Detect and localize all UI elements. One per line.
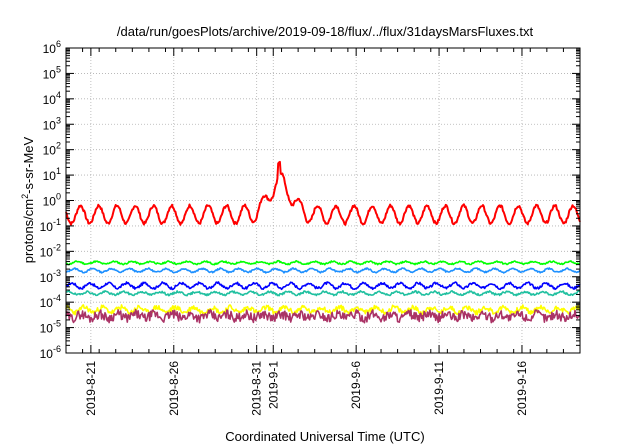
y-tick-label: 105: [43, 64, 61, 81]
y-axis-label-post: -s-sr-MeV: [21, 136, 36, 193]
y-tick-label: 10-3: [40, 268, 61, 285]
series-line: [65, 259, 581, 266]
series-line: [65, 289, 581, 297]
y-tick-label-base: 10: [43, 195, 57, 209]
plot-frame: [65, 47, 581, 354]
y-axis: 10-610-510-410-310-210-11001011021031041…: [40, 39, 580, 361]
y-tick-label: 102: [43, 141, 61, 158]
x-axis-label: Coordinated Universal Time (UTC): [225, 429, 424, 444]
series-line: [65, 281, 581, 291]
series-line: [65, 267, 581, 274]
y-tick-label-base: 10: [40, 296, 54, 310]
y-tick-label: 10-1: [40, 217, 61, 234]
grid-lines: [66, 48, 580, 353]
chart-title: /data/run/goesPlots/archive/2019-09-18/f…: [117, 24, 534, 39]
y-tick-label-base: 10: [43, 144, 57, 158]
y-tick-label-base: 10: [40, 220, 54, 234]
y-tick-label: 103: [43, 115, 61, 132]
series-line: [65, 308, 581, 324]
y-tick-label-exponent: -4: [53, 293, 61, 303]
x-tick-label: 2019-9-6: [349, 361, 363, 409]
y-tick-label-exponent: 6: [56, 39, 61, 49]
y-tick-label-base: 10: [43, 169, 57, 183]
y-tick-label-exponent: 5: [56, 64, 61, 74]
y-tick-label: 10-2: [40, 242, 61, 259]
y-tick-label-exponent: -2: [53, 242, 61, 252]
y-tick-label-base: 10: [40, 245, 54, 259]
y-tick-label: 101: [43, 166, 61, 183]
y-tick-label: 10-5: [40, 319, 61, 336]
y-tick-label: 104: [43, 90, 61, 107]
y-tick-label-exponent: -3: [53, 268, 61, 278]
y-tick-label-exponent: 1: [56, 166, 61, 176]
y-tick-label: 10-6: [40, 344, 61, 361]
x-tick-label: 2019-9-11: [432, 361, 446, 415]
y-axis-label-pre: protons/cm: [21, 199, 36, 263]
y-tick-label: 10-4: [40, 293, 61, 310]
x-tick-label: 2019-8-26: [167, 361, 181, 416]
y-tick-label-base: 10: [43, 42, 57, 56]
y-tick-label-exponent: -6: [53, 344, 61, 354]
y-tick-label: 100: [43, 192, 61, 209]
y-tick-label-exponent: 4: [56, 90, 61, 100]
y-tick-label-exponent: -1: [53, 217, 61, 227]
y-axis-label: protons/cm2-s-sr-MeV: [20, 136, 36, 263]
y-tick-label-exponent: 2: [56, 141, 61, 151]
y-tick-label-base: 10: [40, 271, 54, 285]
series-line: [65, 160, 581, 226]
y-tick-label-base: 10: [40, 322, 54, 336]
x-tick-label: 2019-8-21: [84, 361, 98, 416]
x-tick-label: 2019-9-16: [515, 361, 529, 416]
y-tick-label-exponent: -5: [53, 319, 61, 329]
y-axis-label-sup: 2: [20, 194, 30, 199]
y-tick-label-base: 10: [43, 67, 57, 81]
x-tick-label: 2019-8-31: [250, 361, 264, 416]
x-axis: 2019-8-21 2019-8-26 2019-8-31 2019-9-1 2019-…: [82, 48, 564, 416]
y-tick-label-exponent: 0: [56, 192, 61, 202]
y-tick-label-base: 10: [43, 93, 57, 107]
y-tick-label-base: 10: [40, 347, 54, 361]
y-tick-label-base: 10: [43, 118, 57, 132]
y-tick-label: 106: [43, 39, 61, 56]
y-tick-label-exponent: 3: [56, 115, 61, 125]
x-tick-label: 2019-9-1: [266, 361, 280, 409]
series-lines: [65, 160, 581, 324]
